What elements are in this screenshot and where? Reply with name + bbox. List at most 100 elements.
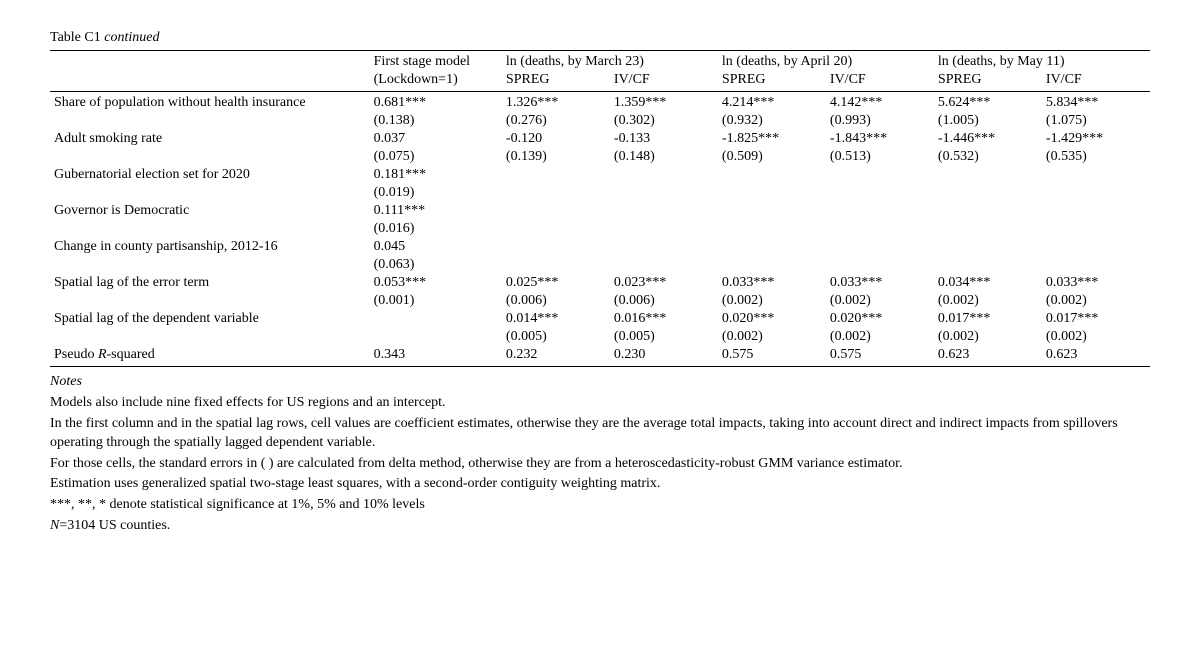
- cell-se: [934, 184, 1042, 202]
- cell: 0.037: [370, 130, 502, 148]
- cell: [826, 238, 934, 256]
- cell-se: (0.138): [370, 112, 502, 130]
- cell: [610, 166, 718, 184]
- cell-se: [610, 184, 718, 202]
- table-row-se: (0.016): [50, 220, 1150, 238]
- cell: 5.624***: [934, 94, 1042, 112]
- cell: -0.120: [502, 130, 610, 148]
- cell-se: (0.002): [718, 292, 826, 310]
- cell-se: (0.063): [370, 256, 502, 274]
- cell-se: (0.509): [718, 148, 826, 166]
- cell-se: (0.002): [826, 328, 934, 346]
- cell: 0.230: [610, 346, 718, 364]
- row-label: Share of population without health insur…: [50, 94, 370, 112]
- table-row-se: (0.005)(0.005)(0.002)(0.002)(0.002)(0.00…: [50, 328, 1150, 346]
- cell: [610, 238, 718, 256]
- cell: [934, 202, 1042, 220]
- cell: 0.033***: [1042, 274, 1150, 292]
- table-row-se: (0.019): [50, 184, 1150, 202]
- caption-prefix: Table C1: [50, 30, 104, 45]
- cell: 0.023***: [610, 274, 718, 292]
- cell: 0.575: [718, 346, 826, 364]
- cell-se: (0.019): [370, 184, 502, 202]
- table-body: Share of population without health insur…: [50, 89, 1150, 346]
- cell-se: [502, 220, 610, 238]
- table-row-se: (0.075)(0.139)(0.148)(0.509)(0.513)(0.53…: [50, 148, 1150, 166]
- cell-se: (0.302): [610, 112, 718, 130]
- cell: -1.429***: [1042, 130, 1150, 148]
- cell: 0.034***: [934, 274, 1042, 292]
- cell: 0.045: [370, 238, 502, 256]
- table-row: Change in county partisanship, 2012-160.…: [50, 238, 1150, 256]
- cell-se: [826, 256, 934, 274]
- cell-se: [1042, 256, 1150, 274]
- cell: [370, 310, 502, 328]
- cell: [502, 238, 610, 256]
- note-line: Estimation uses generalized spatial two-…: [50, 475, 1150, 494]
- table-row-se: (0.001)(0.006)(0.006)(0.002)(0.002)(0.00…: [50, 292, 1150, 310]
- cell: [826, 166, 934, 184]
- cell-se: [502, 184, 610, 202]
- cell-se: (0.002): [1042, 292, 1150, 310]
- cell-se: (0.002): [718, 328, 826, 346]
- pseudo-label: Pseudo R-squared: [50, 346, 370, 364]
- cell: [934, 166, 1042, 184]
- cell: 0.020***: [718, 310, 826, 328]
- header-group-may11: ln (deaths, by May 11): [934, 53, 1150, 71]
- table-row: Governor is Democratic0.111***: [50, 202, 1150, 220]
- cell: [826, 202, 934, 220]
- cell-se: [1042, 220, 1150, 238]
- cell-se: (0.535): [1042, 148, 1150, 166]
- cell-se: [826, 184, 934, 202]
- cell-se: (0.139): [502, 148, 610, 166]
- row-label: Governor is Democratic: [50, 202, 370, 220]
- note-line: In the first column and in the spatial l…: [50, 415, 1150, 453]
- header-ivcf: IV/CF: [826, 71, 934, 89]
- cell: 0.025***: [502, 274, 610, 292]
- header-spreg: SPREG: [718, 71, 826, 89]
- regression-table: First stage model ln (deaths, by March 2…: [50, 53, 1150, 364]
- cell: 0.623: [1042, 346, 1150, 364]
- cell-se: (0.932): [718, 112, 826, 130]
- cell-se: [718, 220, 826, 238]
- notes-heading: Notes: [50, 373, 1150, 392]
- cell-se: [370, 328, 502, 346]
- cell: 0.053***: [370, 274, 502, 292]
- note-line: N=3104 US counties.: [50, 517, 1150, 536]
- note-line: For those cells, the standard errors in …: [50, 455, 1150, 474]
- cell-se: [610, 256, 718, 274]
- row-label: Change in county partisanship, 2012-16: [50, 238, 370, 256]
- cell-se: (0.148): [610, 148, 718, 166]
- cell: 0.575: [826, 346, 934, 364]
- cell: 0.232: [502, 346, 610, 364]
- header-spreg: SPREG: [934, 71, 1042, 89]
- table-row-se: (0.063): [50, 256, 1150, 274]
- pseudo-r2-row: Pseudo R-squared 0.343 0.232 0.230 0.575…: [50, 346, 1150, 364]
- table-notes: Notes Models also include nine fixed eff…: [50, 373, 1150, 536]
- cell: -1.446***: [934, 130, 1042, 148]
- cell-se: [934, 220, 1042, 238]
- cell-se: [610, 220, 718, 238]
- table-row: Spatial lag of the dependent variable 0.0…: [50, 310, 1150, 328]
- cell-se: [718, 256, 826, 274]
- top-rule: [50, 50, 1150, 51]
- cell-se: (0.002): [934, 328, 1042, 346]
- cell: 5.834***: [1042, 94, 1150, 112]
- cell-se: (1.005): [934, 112, 1042, 130]
- cell: 4.142***: [826, 94, 934, 112]
- cell: 0.033***: [718, 274, 826, 292]
- cell: [718, 238, 826, 256]
- header-first-stage-l2: (Lockdown=1): [370, 71, 502, 89]
- cell: 0.181***: [370, 166, 502, 184]
- row-label: Spatial lag of the dependent variable: [50, 310, 370, 328]
- cell: -1.825***: [718, 130, 826, 148]
- cell: 4.214***: [718, 94, 826, 112]
- cell-se: (0.513): [826, 148, 934, 166]
- cell: 0.033***: [826, 274, 934, 292]
- table-header: First stage model ln (deaths, by March 2…: [50, 53, 1150, 89]
- cell: 0.111***: [370, 202, 502, 220]
- cell: [718, 166, 826, 184]
- cell-se: [934, 256, 1042, 274]
- cell-se: (0.005): [502, 328, 610, 346]
- cell: 0.343: [370, 346, 502, 364]
